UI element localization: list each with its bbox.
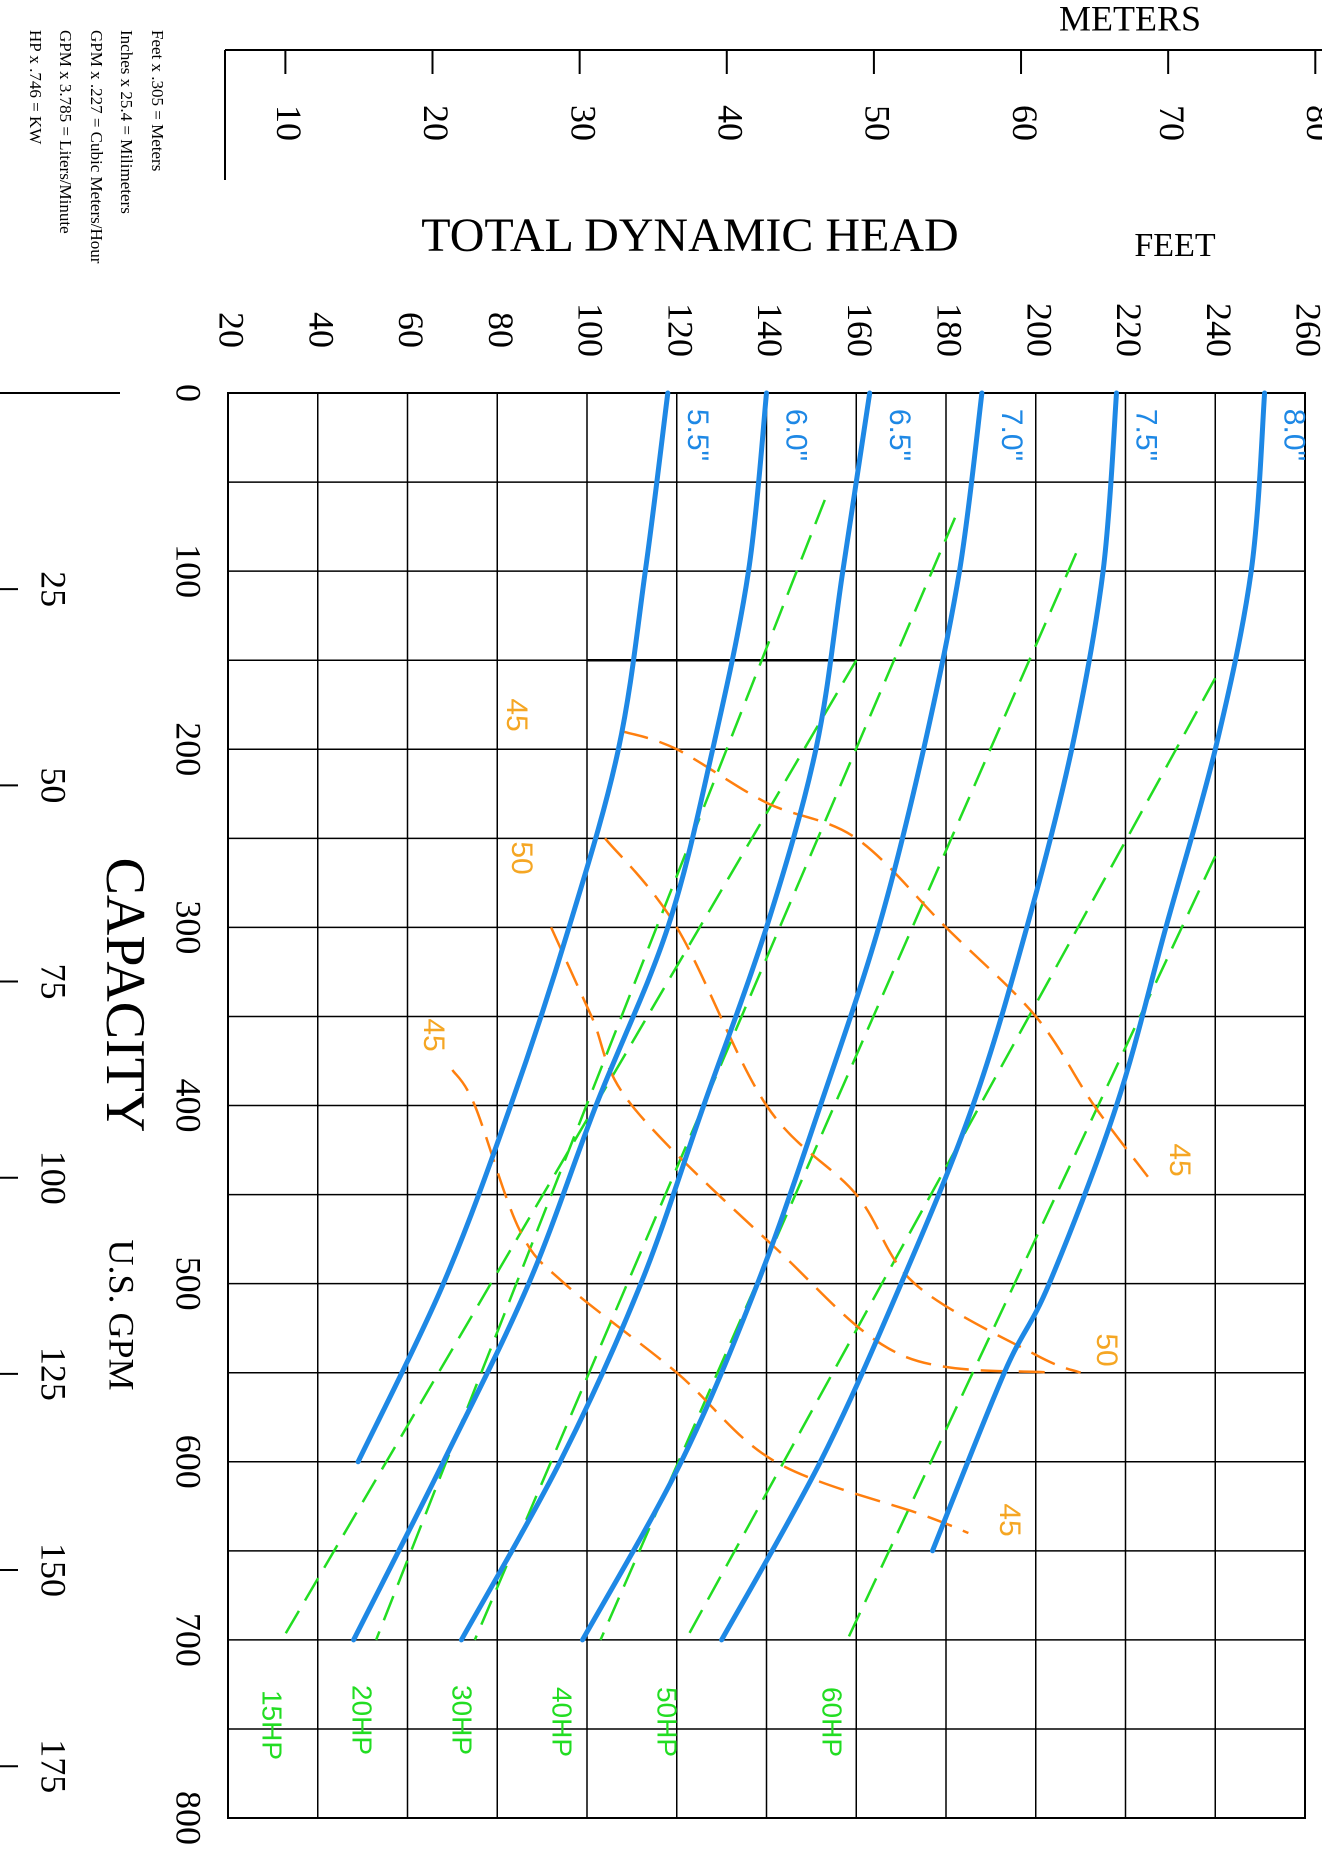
- conversion-note: GPM x .227 = Cubic Meters/Hour: [87, 30, 106, 264]
- impeller-curve: [719, 390, 1119, 1643]
- conversion-note: GPM x 3.785 = Liters/Minute: [56, 30, 75, 234]
- gpm-tick-label: 100: [169, 544, 209, 598]
- meters-tick-label: 60: [1005, 105, 1045, 141]
- feet-tick-label: 240: [1199, 303, 1239, 357]
- feet-tick-label: 60: [391, 312, 431, 348]
- m3h-tick-label: 100: [34, 1151, 74, 1205]
- m3h-tick-label: 25: [34, 571, 74, 607]
- meters-axis-title: METERS: [1059, 0, 1201, 38]
- conversion-note: Feet x .305 = Meters: [148, 30, 167, 171]
- feet-tick-label: 260: [1289, 303, 1322, 357]
- m3h-tick-label: 175: [34, 1739, 74, 1793]
- efficiency-curve: [549, 926, 1050, 1374]
- hp-curve-label: 60HP: [817, 1687, 848, 1757]
- m3h-tick-label: 150: [34, 1543, 74, 1597]
- hp-curve: [374, 499, 826, 1641]
- gpm-tick-label: 200: [169, 722, 209, 776]
- gpm-tick-label: 300: [169, 900, 209, 954]
- m3h-tick-label: 50: [34, 767, 74, 803]
- meters-tick-label: 10: [269, 105, 309, 141]
- hp-curve: [846, 855, 1217, 1641]
- feet-tick-label: 20: [212, 312, 252, 348]
- gpm-tick-label: 500: [169, 1257, 209, 1311]
- efficiency-curve: [622, 730, 1149, 1178]
- impeller-curve: [458, 390, 873, 1643]
- feet-axis-title: FEET: [1134, 227, 1215, 264]
- efficiency-curve: [451, 1069, 969, 1535]
- gpm-tick-label: 800: [169, 1791, 209, 1845]
- efficiency-curve-label: 50: [1090, 1333, 1123, 1366]
- conversion-note: Inches x 25.4 = Milimeters: [117, 30, 136, 214]
- feet-tick-label: 120: [660, 303, 700, 357]
- feet-tick-label: 160: [840, 303, 880, 357]
- impeller-curve: [580, 390, 985, 1643]
- feet-tick-label: 140: [750, 303, 790, 357]
- hp-curve: [599, 552, 1078, 1641]
- conversion-note: HP x .746 = KW: [26, 30, 45, 145]
- gpm-tick-label: 700: [169, 1613, 209, 1667]
- feet-tick-label: 200: [1019, 303, 1059, 357]
- impeller-curve-label: 7.5": [1130, 409, 1163, 461]
- capacity-axis-title: CAPACITY: [94, 858, 156, 1133]
- capacity-units-label: U.S. GPM: [102, 1239, 142, 1390]
- axis-scales: [0, 49, 1322, 1768]
- impeller-curve: [355, 390, 671, 1465]
- meters-tick-label: 20: [416, 105, 456, 141]
- impeller-curve-label: 6.5": [883, 409, 916, 461]
- efficiency-curve-label: 45: [500, 698, 533, 731]
- hp-curve-label: 15HP: [257, 1690, 288, 1760]
- hp-curve-label: 50HP: [652, 1687, 683, 1757]
- impeller-curve: [351, 390, 769, 1643]
- impeller-curve: [930, 390, 1268, 1554]
- gpm-tick-label: 400: [169, 1079, 209, 1133]
- meters-tick-label: 40: [711, 105, 751, 141]
- m3h-tick-label: 125: [34, 1347, 74, 1401]
- meters-tick-label: 50: [858, 105, 898, 141]
- impeller-curve-label: 6.0": [780, 409, 813, 461]
- curves: [280, 390, 1268, 1643]
- efficiency-curve-label: 50: [505, 841, 538, 874]
- efficiency-curve-label: 45: [1163, 1143, 1196, 1176]
- feet-tick-label: 220: [1109, 303, 1149, 357]
- feet-tick-label: 80: [481, 312, 521, 348]
- gpm-tick-label: 0: [169, 384, 209, 402]
- hp-curve-label: 30HP: [447, 1685, 478, 1755]
- feet-tick-label: 180: [930, 303, 970, 357]
- hp-curve-label: 40HP: [547, 1687, 578, 1757]
- meters-tick-label: 80: [1299, 105, 1322, 141]
- feet-tick-label: 40: [301, 312, 341, 348]
- impeller-curve-label: 7.0": [995, 409, 1028, 461]
- impeller-curve-label: 5.5": [681, 409, 714, 461]
- gpm-tick-label: 600: [169, 1435, 209, 1489]
- hp-curve-label: 20HP: [347, 1685, 378, 1755]
- feet-tick-label: 100: [571, 303, 611, 357]
- meters-tick-label: 30: [563, 105, 603, 141]
- m3h-tick-label: 75: [34, 964, 74, 1000]
- impeller-curve-label: 8.0": [1278, 409, 1311, 461]
- efficiency-curve: [604, 837, 1082, 1374]
- efficiency-curve-label: 45: [417, 1018, 450, 1051]
- efficiency-curve-label: 45: [993, 1503, 1026, 1536]
- chart-title: TOTAL DYNAMIC HEAD: [421, 209, 958, 262]
- labels: 0 100 200 300 400 500 600 700 800 20 40 60 80 100 120 1…: [26, 0, 1322, 1845]
- meters-tick-label: 70: [1152, 105, 1192, 141]
